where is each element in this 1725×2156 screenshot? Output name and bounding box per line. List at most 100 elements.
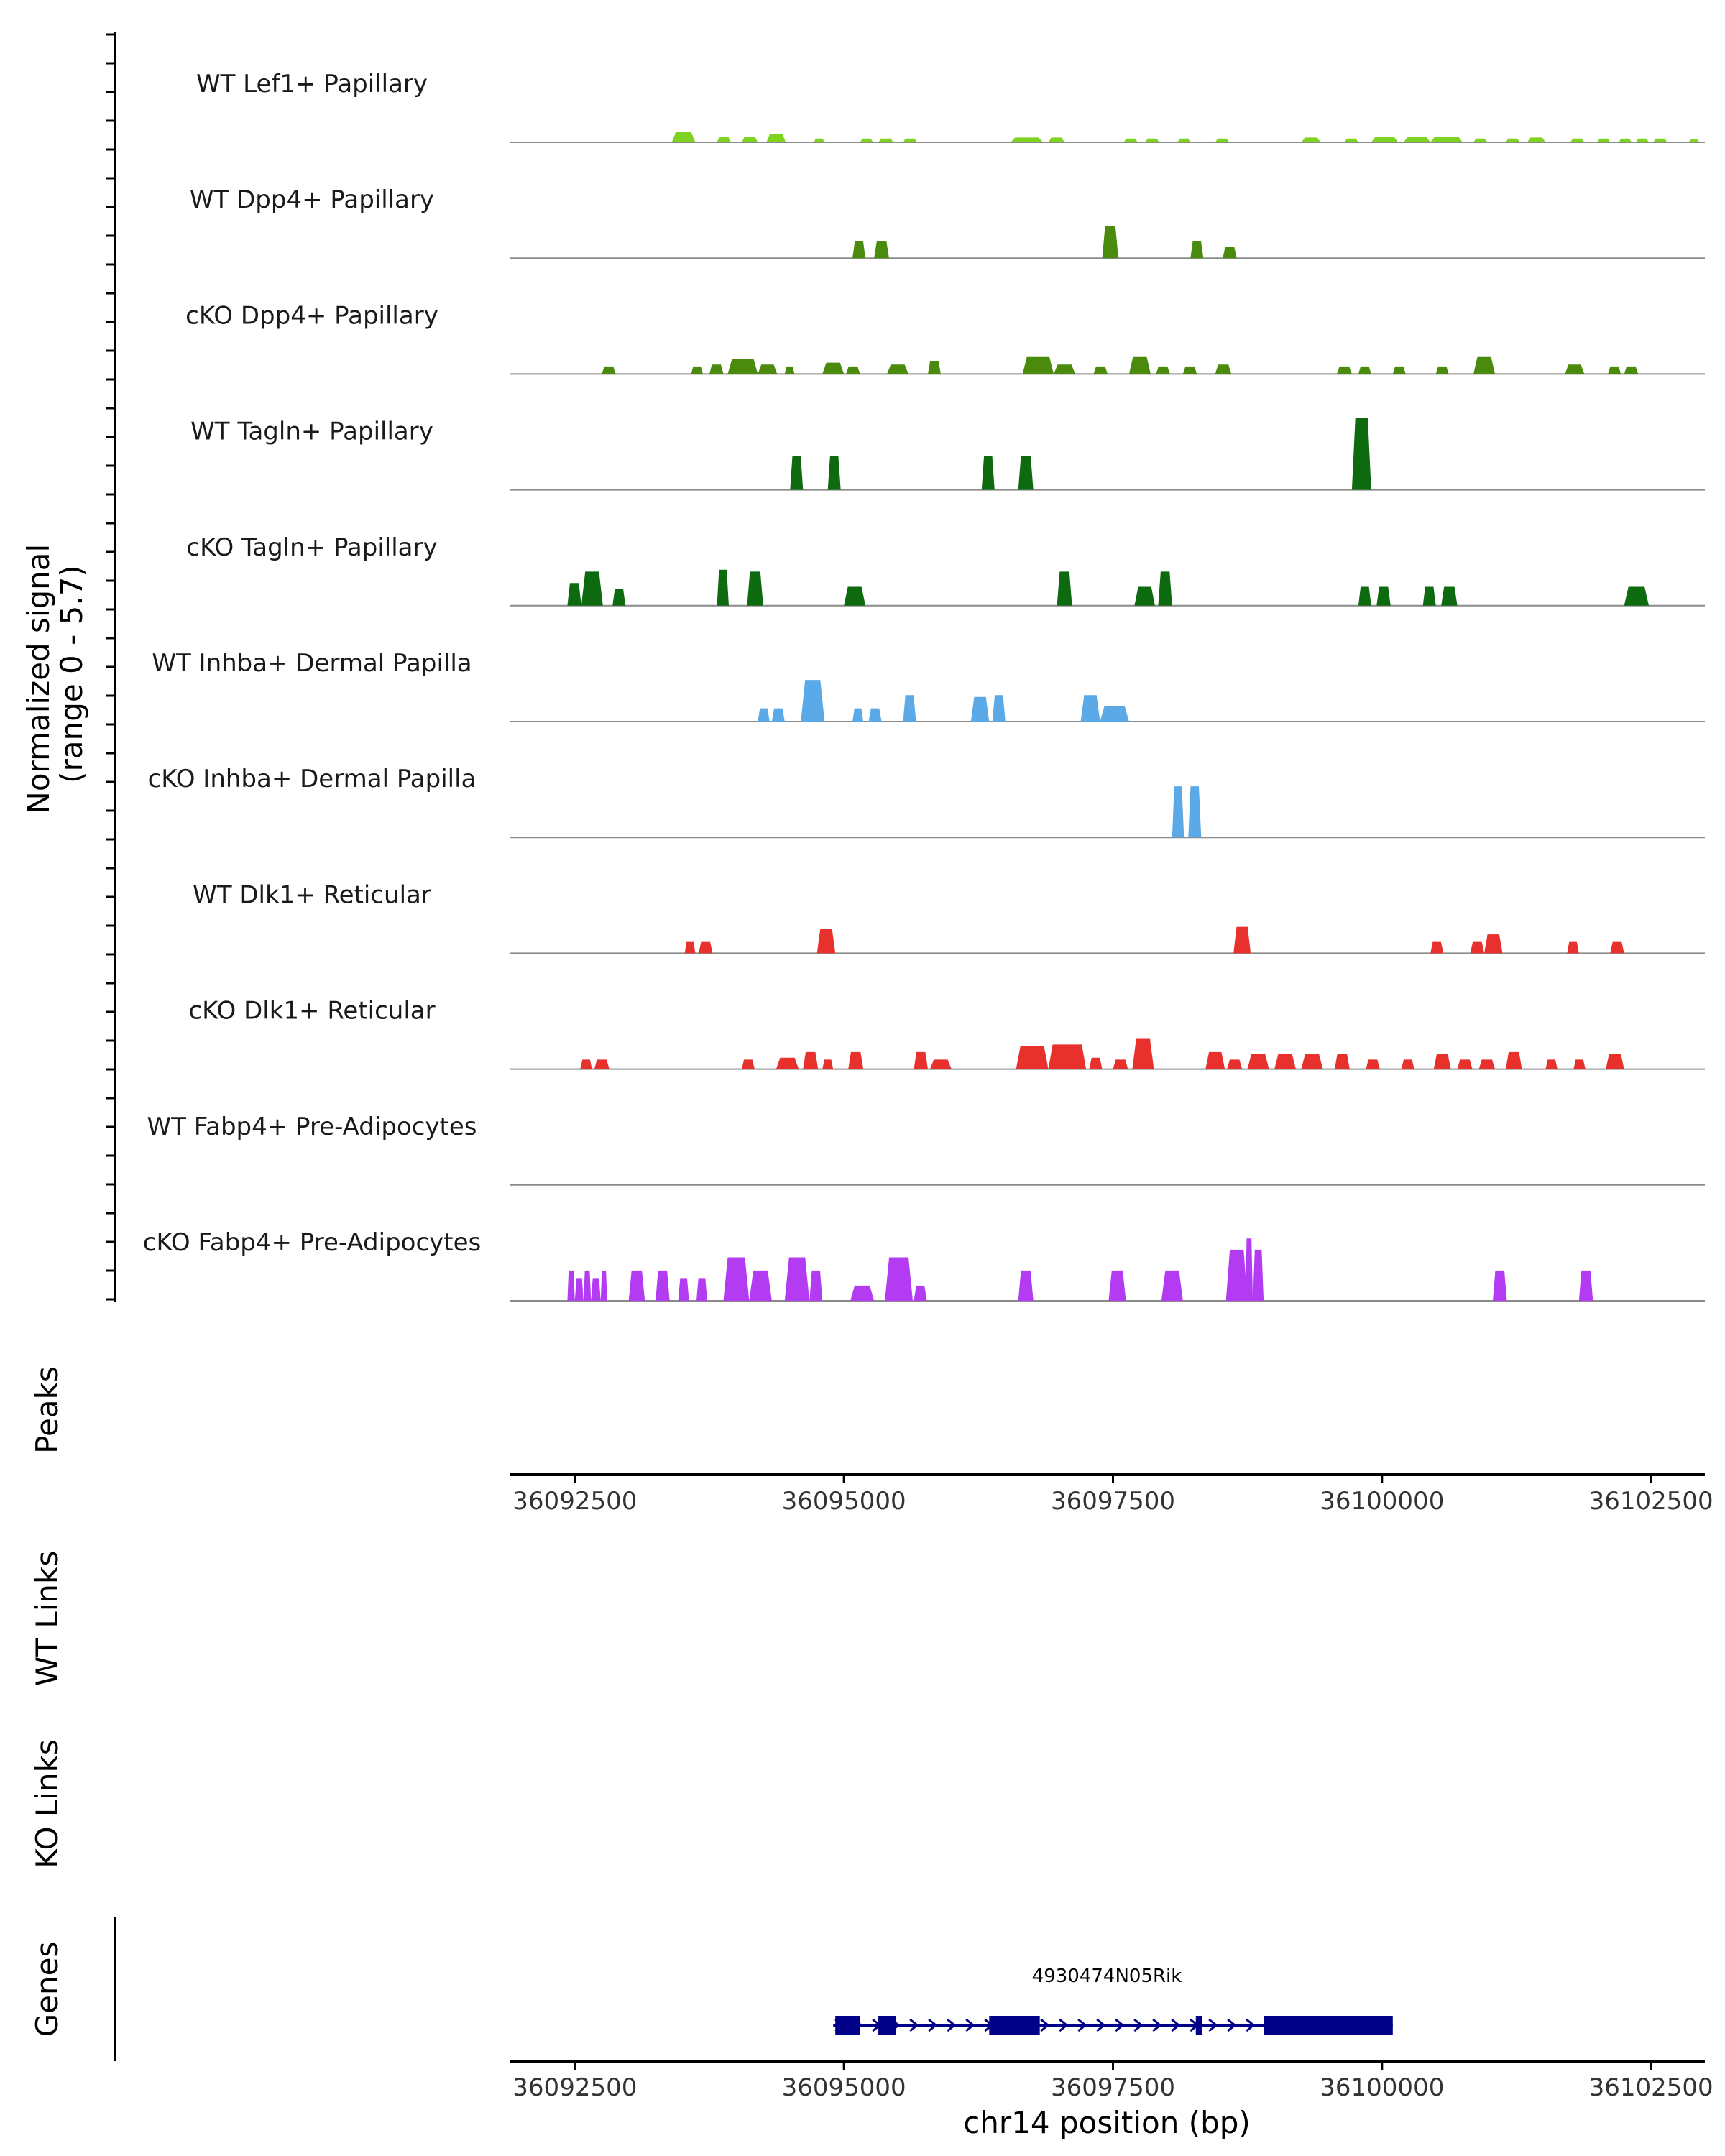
signal-peak — [1470, 941, 1485, 954]
strand-arrow — [1077, 2018, 1087, 2032]
signal-peak — [574, 1278, 584, 1301]
signal-peak — [684, 941, 696, 954]
peaks-panel-label: Peaks — [29, 1366, 65, 1454]
track-label: cKO Inhba+ Dermal Papilla — [148, 765, 477, 793]
signal-peak — [1506, 138, 1520, 142]
signal-peak — [1156, 366, 1170, 374]
signal-peak — [1366, 1059, 1380, 1069]
track-6: WT Inhba+ Dermal Papilla — [152, 649, 1705, 722]
signal-peak — [727, 359, 758, 374]
signal-axis-label-line2: (range 0 - 5.7) — [54, 565, 89, 783]
signal-peak — [1233, 926, 1251, 954]
signal-peak — [1608, 366, 1622, 374]
signal-peak — [696, 1278, 707, 1301]
signal-peak — [809, 1270, 823, 1301]
track-label: cKO Fabp4+ Pre-Adipocytes — [143, 1228, 482, 1257]
signal-peak — [1215, 364, 1232, 374]
signal-peak — [612, 589, 626, 606]
signal-peak — [776, 1057, 799, 1069]
strand-arrow — [1096, 2018, 1106, 2032]
signal-peak — [1161, 1270, 1183, 1301]
signal-peak — [717, 137, 731, 142]
track-7: cKO Inhba+ Dermal Papilla — [148, 765, 1705, 839]
signal-peak — [868, 708, 882, 722]
strand-arrow — [1115, 2018, 1125, 2032]
signal-peak — [723, 1257, 750, 1301]
signal-peak — [903, 695, 916, 722]
signal-peak — [1334, 1054, 1350, 1069]
track-2: WT Dpp4+ Papillary — [190, 185, 1705, 259]
signal-peak — [1132, 1038, 1154, 1069]
strand-arrow — [1227, 2018, 1237, 2032]
signal-peak — [671, 132, 696, 142]
signal-peak — [1567, 941, 1579, 954]
signal-peak — [678, 1278, 689, 1301]
signal-axis-label-line1: Normalized signal — [21, 544, 56, 814]
signal-peak — [567, 583, 581, 606]
signal-peak — [1430, 137, 1463, 142]
signal-peak — [1247, 1054, 1269, 1069]
signal-peak — [1358, 586, 1371, 606]
signal-peak — [1493, 1270, 1507, 1301]
signal-peak — [1435, 366, 1449, 374]
x-axis-tick-label: 36102500 — [1589, 2073, 1714, 2102]
signal-peak — [758, 364, 778, 374]
x-axis-tick-label: 36100000 — [1320, 1487, 1444, 1516]
track-label: WT Lef1+ Papillary — [196, 70, 428, 98]
signal-peak — [790, 456, 804, 490]
peaks-x-axis: 36092500 36095000 36097500 36100000 36102500 — [512, 1475, 1714, 1516]
signal-peak — [1545, 1059, 1558, 1069]
signal-peak — [1108, 1270, 1126, 1301]
signal-peak — [583, 1270, 592, 1301]
x-axis-title: chr14 position (bp) — [963, 2105, 1251, 2140]
signal-peak — [741, 1059, 755, 1069]
signal-peak — [928, 361, 941, 374]
signal-peak — [1057, 571, 1072, 606]
signal-peak — [850, 1285, 875, 1301]
x-axis-tick-label: 36097500 — [1051, 2073, 1175, 2102]
signal-peak — [1223, 247, 1237, 259]
gene-exon — [989, 2016, 1040, 2035]
signal-peak — [1473, 356, 1495, 374]
signal-peak — [929, 1059, 952, 1069]
signal-peak — [1478, 1059, 1495, 1069]
signal-peak — [981, 456, 995, 490]
signal-peak — [1573, 1059, 1586, 1069]
signal-peak — [970, 696, 990, 722]
signal-peak — [1606, 1054, 1624, 1069]
track-1: WT Lef1+ Papillary — [196, 70, 1705, 143]
signal-peak — [1245, 1238, 1254, 1301]
signal-peak — [1301, 137, 1321, 142]
signal-peak — [628, 1270, 645, 1301]
signal-peak — [1688, 139, 1700, 142]
signal-peak — [852, 708, 864, 722]
signal-peak — [1624, 366, 1639, 374]
gene-exon — [878, 2016, 896, 2035]
track-10: WT Fabp4+ Pre-Adipocytes — [147, 1112, 1705, 1186]
signal-peak — [814, 138, 825, 142]
signal-peak — [801, 680, 825, 722]
signal-peak — [1093, 366, 1108, 374]
signal-peak — [747, 571, 763, 606]
track-9: cKO Dlk1+ Reticular — [188, 997, 1705, 1070]
signal-peak — [1344, 138, 1358, 142]
signal-peak — [1048, 1044, 1087, 1069]
signal-peak — [914, 1285, 927, 1301]
signal-peak — [903, 138, 917, 142]
x-axis-tick-label: 36095000 — [782, 1487, 906, 1516]
strand-arrow — [1208, 2018, 1218, 2032]
signal-peak — [1358, 366, 1371, 374]
signal-peak — [878, 138, 893, 142]
signal-peak — [784, 366, 795, 374]
signal-peak — [749, 1270, 772, 1301]
signal-peak — [1624, 586, 1650, 606]
signal-peak — [1473, 138, 1488, 142]
signal-peak — [1253, 1249, 1264, 1301]
signal-peak — [1506, 1051, 1522, 1069]
signal-y-axis — [106, 32, 116, 1302]
signal-peak — [1018, 456, 1034, 490]
track-label: cKO Dpp4+ Papillary — [185, 301, 438, 330]
track-label: WT Tagln+ Papillary — [190, 418, 433, 446]
signal-peak — [784, 1257, 810, 1301]
signal-peak — [602, 366, 616, 374]
